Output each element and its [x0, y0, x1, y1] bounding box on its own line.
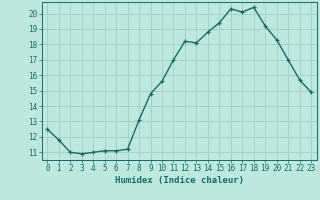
X-axis label: Humidex (Indice chaleur): Humidex (Indice chaleur): [115, 176, 244, 185]
